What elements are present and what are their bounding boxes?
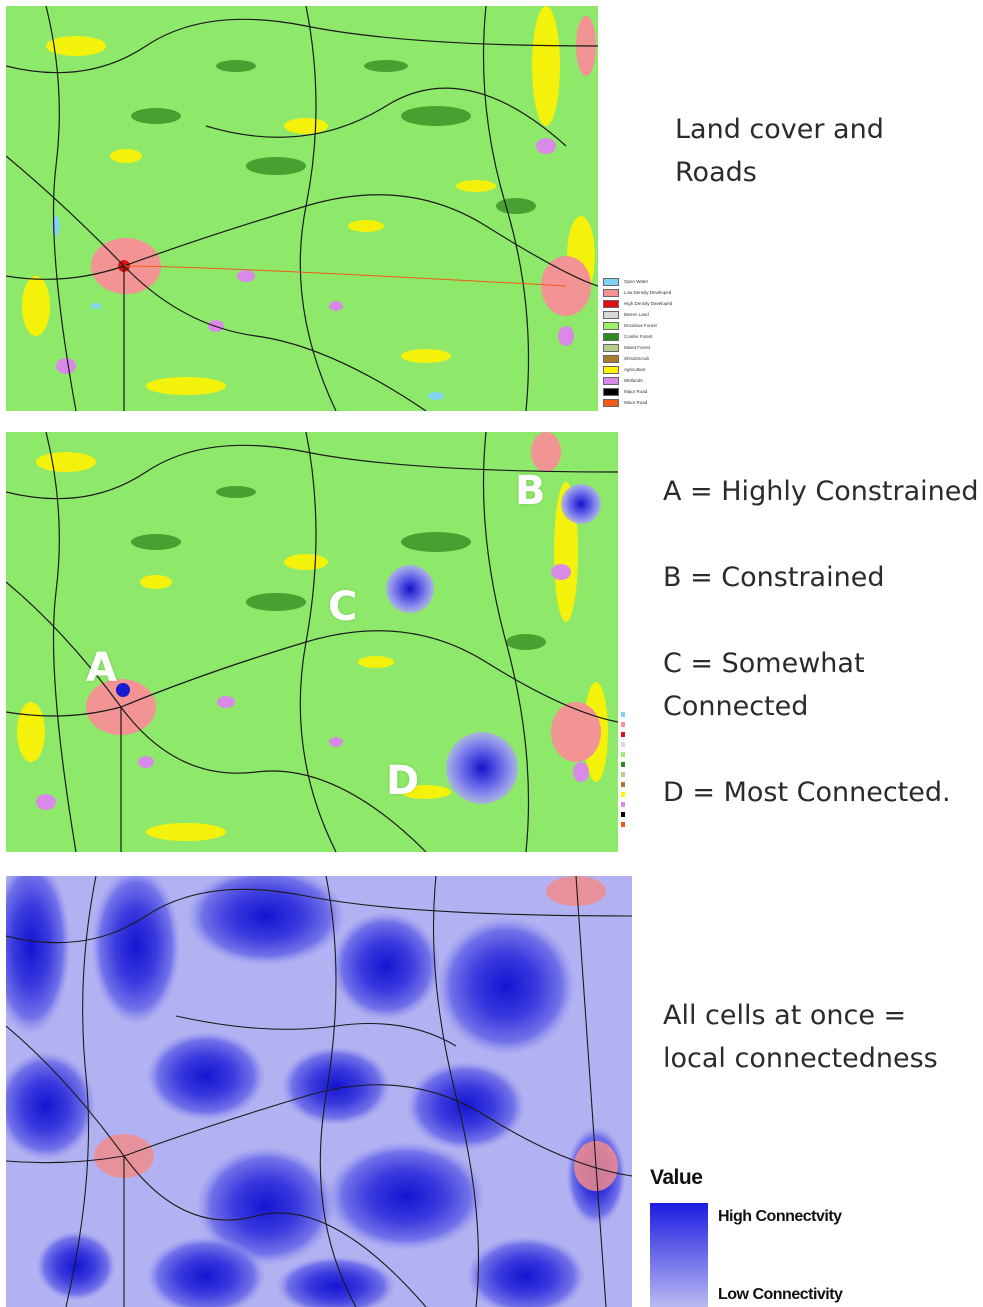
strip-swatch <box>621 762 625 767</box>
strip-swatch <box>621 822 625 827</box>
caption-line: local connectedness <box>663 1043 938 1074</box>
legend-swatch <box>603 365 619 374</box>
legend-label: Shrub/Scrub <box>624 356 650 361</box>
legend-swatch <box>603 398 619 407</box>
legend-item: Open Water <box>603 276 698 287</box>
legend-item: Wetlands <box>603 375 698 386</box>
point-label-c: C <box>328 584 358 630</box>
strip-swatch <box>621 802 625 807</box>
legend-item: Barren Land <box>603 309 698 320</box>
strip-swatch <box>621 782 625 787</box>
legend-item: High Density Developed <box>603 298 698 309</box>
caption-landcover: Land cover and Roads <box>675 108 884 194</box>
connectivity-low-label: Low Connectivity <box>718 1286 843 1303</box>
legend-swatch <box>603 354 619 363</box>
legend-label: Barren Land <box>624 312 649 317</box>
legend-item: Low Density Developed <box>603 287 698 298</box>
connectivity-surface-graphic <box>6 876 632 1307</box>
strip-swatch <box>621 742 625 747</box>
legend-label: Mixed Forest <box>624 345 651 350</box>
legend-item: Minor Road <box>603 397 698 408</box>
points-map-graphic <box>6 432 618 852</box>
caption-surface: All cells at once = local connectedness <box>663 994 938 1080</box>
connectivity-high-label: High Connectvity <box>718 1208 842 1225</box>
point-label-d: D <box>386 758 420 804</box>
legend-label: Conifer Forest <box>624 334 653 339</box>
caption-line: D = Most Connected. <box>663 777 951 808</box>
legend-item: Shrub/Scrub <box>603 353 698 364</box>
caption-line: Connected <box>663 691 809 722</box>
point-label-b: B <box>515 468 546 514</box>
landcover-map-graphic <box>6 6 598 411</box>
strip-swatch <box>621 712 625 717</box>
legend-strip <box>621 712 627 852</box>
legend-item: Agriculture <box>603 364 698 375</box>
legend-label: Low Density Developed <box>624 290 672 295</box>
caption-line <box>663 599 979 642</box>
caption-line: C = Somewhat <box>663 648 865 679</box>
legend-swatch <box>603 376 619 385</box>
connectivity-points-map <box>6 432 618 852</box>
legend-item: Major Road <box>603 386 698 397</box>
caption-line: Roads <box>675 157 757 189</box>
point-b-marker <box>561 484 601 524</box>
caption-line <box>663 728 979 771</box>
legend-label: Decidous Forest <box>624 323 657 328</box>
caption-points: A = Highly Constrained B = Constrained C… <box>663 470 979 814</box>
legend-label: Agriculture <box>624 367 646 372</box>
landcover-legend: Open Water Low Density Developed High De… <box>603 276 698 408</box>
legend-swatch <box>603 343 619 352</box>
point-d-marker <box>446 732 518 804</box>
legend-item: Mixed Forest <box>603 342 698 353</box>
connectivity-color-ramp <box>650 1203 708 1307</box>
connectivity-legend-title: Value <box>650 1166 703 1189</box>
legend-swatch <box>603 277 619 286</box>
caption-line: All cells at once = <box>663 1000 907 1031</box>
legend-swatch <box>603 387 619 396</box>
legend-label: High Density Developed <box>624 301 673 306</box>
legend-label: Open Water <box>624 279 649 284</box>
legend-item: Conifer Forest <box>603 331 698 342</box>
legend-label: Minor Road <box>624 400 648 405</box>
legend-swatch <box>603 288 619 297</box>
legend-label: Major Road <box>624 389 648 394</box>
strip-swatch <box>621 722 625 727</box>
legend-swatch <box>603 321 619 330</box>
point-a-marker <box>116 683 130 697</box>
connectivity-surface-map <box>6 876 632 1307</box>
point-label-a: A <box>86 645 117 691</box>
landcover-map <box>6 6 598 411</box>
legend-item: Decidous Forest <box>603 320 698 331</box>
legend-label: Wetlands <box>624 378 643 383</box>
strip-swatch <box>621 792 625 797</box>
point-c-marker <box>386 565 434 613</box>
strip-swatch <box>621 732 625 737</box>
legend-swatch <box>603 332 619 341</box>
strip-swatch <box>621 772 625 777</box>
caption-line: A = Highly Constrained <box>663 476 979 507</box>
strip-swatch <box>621 752 625 757</box>
caption-line: B = Constrained <box>663 562 885 593</box>
strip-swatch <box>621 812 625 817</box>
legend-swatch <box>603 310 619 319</box>
caption-line: Land cover and <box>675 114 884 145</box>
legend-swatch <box>603 299 619 308</box>
caption-line <box>663 513 979 556</box>
